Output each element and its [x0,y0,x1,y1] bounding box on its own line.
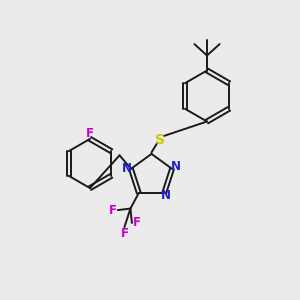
Text: F: F [86,127,94,140]
Text: S: S [155,133,166,146]
Text: N: N [122,162,132,175]
Text: N: N [171,160,181,173]
Text: F: F [120,227,128,240]
Text: F: F [108,204,116,217]
Text: F: F [133,217,141,230]
Text: N: N [161,189,171,202]
